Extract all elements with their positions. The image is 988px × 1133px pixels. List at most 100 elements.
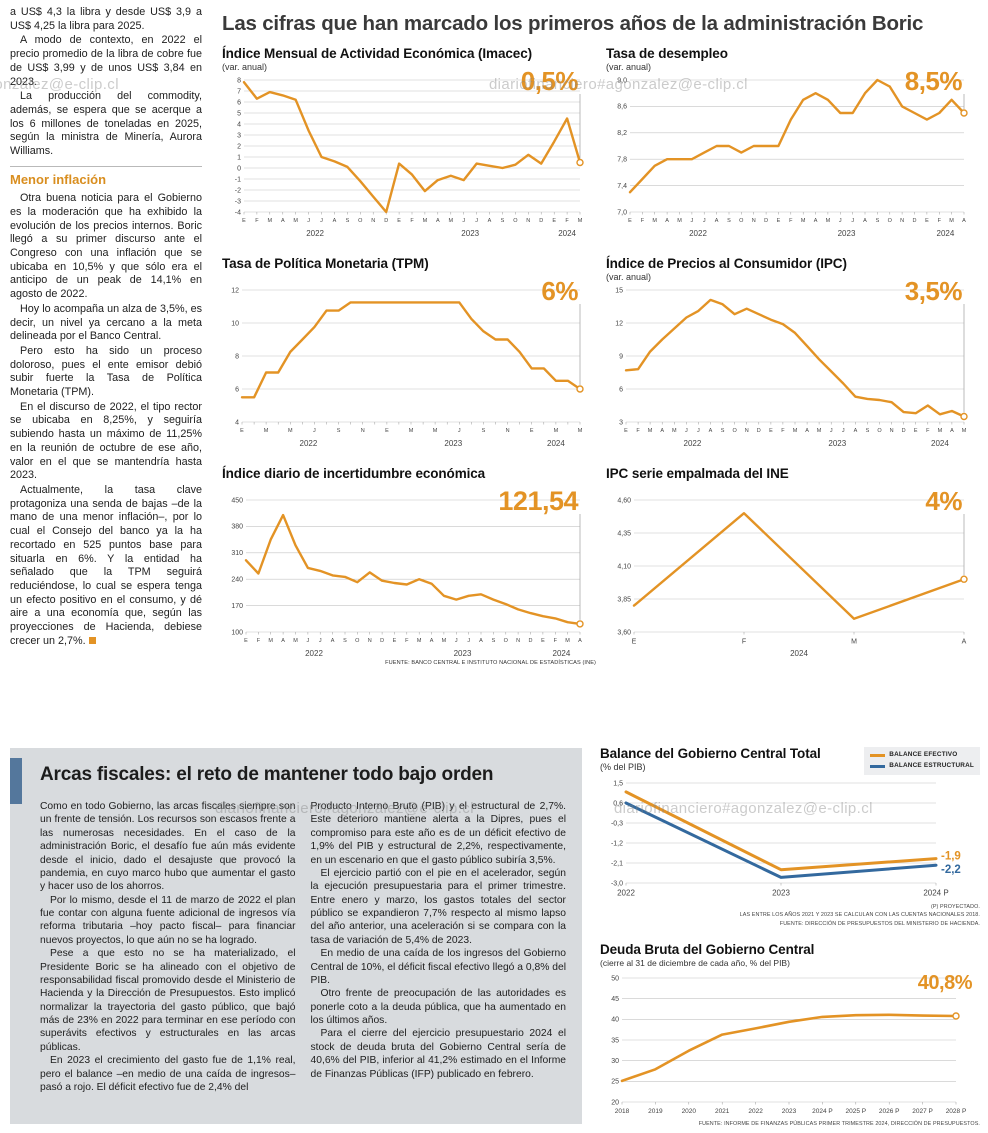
svg-text:170: 170: [231, 603, 243, 610]
svg-text:10: 10: [231, 320, 239, 327]
svg-text:N: N: [526, 218, 530, 224]
svg-text:M: M: [949, 218, 954, 224]
svg-text:S: S: [482, 428, 486, 434]
chart-final-value: 4%: [925, 486, 962, 516]
svg-text:4: 4: [237, 121, 241, 128]
bottom-charts-section: Balance del Gobierno Central Total (% de…: [600, 746, 980, 1128]
svg-text:F: F: [257, 638, 261, 644]
chart-title: IPC serie empalmada del INE: [606, 466, 789, 481]
svg-text:J: J: [467, 638, 470, 644]
chart-final-value: 0,5%: [520, 66, 579, 96]
chart-card-desempleo: Tasa de desempleo (var. anual) 8,5% 9,0 8…: [606, 46, 980, 238]
svg-text:A: A: [430, 638, 434, 644]
svg-text:A: A: [665, 218, 669, 224]
svg-text:E: E: [777, 218, 781, 224]
svg-text:D: D: [539, 218, 543, 224]
svg-text:4,35: 4,35: [617, 530, 631, 537]
svg-text:310: 310: [231, 550, 243, 557]
estructural-swatch: [870, 764, 886, 768]
svg-text:30: 30: [611, 1058, 619, 1065]
svg-text:J: J: [458, 428, 461, 434]
svg-text:-2: -2: [235, 187, 241, 194]
svg-text:E: E: [632, 639, 637, 646]
chart-final-value: 121,54: [498, 486, 578, 516]
svg-text:2023: 2023: [782, 1108, 797, 1115]
svg-text:J: J: [313, 428, 316, 434]
svg-text:50: 50: [611, 975, 619, 982]
svg-text:O: O: [504, 638, 509, 644]
article-paragraph: A modo de contexto, en 2022 el precio pr…: [10, 34, 202, 88]
chart-card-balance: Balance del Gobierno Central Total (% de…: [600, 746, 980, 928]
svg-text:S: S: [343, 638, 347, 644]
svg-text:2023: 2023: [772, 888, 790, 897]
svg-text:J: J: [319, 638, 322, 644]
svg-text:E: E: [385, 428, 389, 434]
chart-title: Índice Mensual de Actividad Económica (I…: [222, 46, 532, 61]
chart-subtitle: (var. anual): [606, 272, 652, 282]
svg-text:D: D: [902, 428, 906, 434]
svg-text:M: M: [652, 218, 657, 224]
svg-text:2024 P: 2024 P: [812, 1108, 833, 1115]
svg-text:M: M: [409, 428, 414, 434]
svg-text:2020: 2020: [682, 1108, 697, 1115]
chart-card-deuda: Deuda Bruta del Gobierno Central (cierre…: [600, 942, 980, 1128]
svg-text:J: J: [839, 218, 842, 224]
svg-text:F: F: [789, 218, 793, 224]
svg-text:1: 1: [237, 154, 241, 161]
chart-subtitle: [222, 272, 596, 284]
article-paragraph: Actualmente, la tasa clave protagoniza u…: [10, 484, 202, 647]
fiscal-paragraph: Producto Interno Bruto (PIB) y el estruc…: [310, 801, 567, 866]
svg-text:3,60: 3,60: [617, 629, 631, 636]
deuda-line-chart: 50 45 40 35 30 25 20 2018 2019 2020 2021 2022 2023 20…: [611, 975, 966, 1115]
svg-text:E: E: [397, 218, 401, 224]
svg-text:A: A: [854, 428, 858, 434]
chart-final-value: 6%: [541, 276, 578, 306]
legend-label: BALANCE EFECTIVO: [889, 751, 958, 758]
svg-text:3: 3: [619, 419, 623, 426]
svg-text:-3: -3: [235, 198, 241, 205]
svg-text:M: M: [449, 218, 454, 224]
svg-text:9: 9: [619, 353, 623, 360]
svg-text:E: E: [393, 638, 397, 644]
svg-text:4: 4: [235, 419, 239, 426]
svg-text:45: 45: [611, 996, 619, 1003]
svg-text:J: J: [475, 218, 478, 224]
svg-text:-2,2: -2,2: [941, 864, 961, 876]
svg-text:D: D: [757, 428, 761, 434]
chart-subtitle: (var. anual): [606, 62, 652, 72]
svg-text:M: M: [672, 428, 677, 434]
chart-title: Tasa de desempleo: [606, 46, 728, 61]
svg-text:E: E: [242, 218, 246, 224]
svg-text:2: 2: [237, 143, 241, 150]
svg-text:A: A: [578, 638, 582, 644]
svg-text:A: A: [488, 218, 492, 224]
svg-text:2024 P: 2024 P: [923, 888, 948, 897]
svg-text:A: A: [479, 638, 483, 644]
svg-text:D: D: [913, 218, 917, 224]
svg-text:A: A: [709, 428, 713, 434]
svg-text:F: F: [410, 218, 414, 224]
svg-text:7,0: 7,0: [617, 209, 627, 216]
svg-text:N: N: [745, 428, 749, 434]
svg-text:-1: -1: [235, 176, 241, 183]
svg-text:2023: 2023: [454, 649, 472, 658]
chart-subtitle: [606, 482, 980, 494]
svg-text:12: 12: [615, 320, 623, 327]
footnote: FUENTE: INFORME DE FINANZAS PÚBLICAS PRI…: [698, 1120, 980, 1127]
balance-footnotes: (P) PROYECTADO. LAS ENTRE LOS AÑOS 2021 …: [600, 903, 980, 928]
fiscal-paragraph: Pese a que esto no se ha materializado, …: [40, 948, 296, 1053]
article-end-mark: [88, 636, 96, 644]
svg-text:F: F: [781, 428, 785, 434]
chart-subtitle: (% del PIB): [600, 762, 646, 772]
svg-text:2022: 2022: [617, 888, 635, 897]
article-paragraph: a US$ 4,3 la libra y desde US$ 3,9 a US$…: [10, 6, 202, 32]
svg-text:7,8: 7,8: [617, 157, 627, 164]
svg-text:E: E: [552, 218, 556, 224]
svg-text:M: M: [433, 428, 438, 434]
svg-text:6: 6: [235, 386, 239, 393]
svg-text:2022: 2022: [306, 229, 324, 238]
svg-text:A: A: [331, 638, 335, 644]
